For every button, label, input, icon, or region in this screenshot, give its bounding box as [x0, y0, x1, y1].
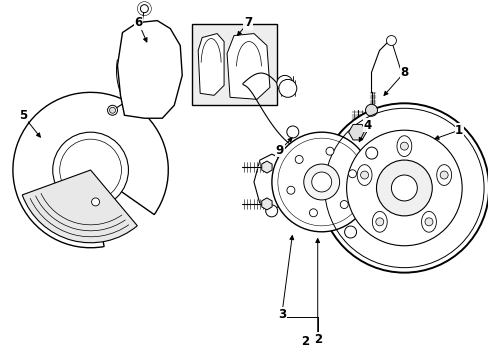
Circle shape: [319, 103, 488, 273]
Text: 3: 3: [277, 308, 285, 321]
Circle shape: [265, 205, 277, 217]
Circle shape: [365, 104, 377, 116]
Circle shape: [375, 218, 383, 226]
Circle shape: [400, 142, 407, 150]
Circle shape: [346, 130, 461, 246]
Polygon shape: [356, 165, 371, 185]
Polygon shape: [348, 125, 366, 140]
Circle shape: [286, 186, 294, 194]
Polygon shape: [371, 211, 386, 232]
Circle shape: [311, 172, 331, 192]
Polygon shape: [396, 136, 411, 157]
Text: 6: 6: [134, 16, 142, 29]
Circle shape: [107, 105, 117, 115]
Circle shape: [424, 218, 432, 226]
Polygon shape: [198, 33, 224, 95]
Circle shape: [309, 209, 317, 217]
Circle shape: [271, 132, 371, 232]
Circle shape: [278, 80, 296, 97]
Circle shape: [376, 160, 431, 216]
Polygon shape: [421, 211, 436, 232]
Circle shape: [344, 226, 356, 238]
Polygon shape: [117, 21, 182, 118]
Text: 4: 4: [363, 119, 371, 132]
Polygon shape: [261, 161, 271, 173]
Circle shape: [360, 171, 368, 179]
Polygon shape: [436, 165, 451, 185]
Circle shape: [365, 147, 377, 159]
Circle shape: [386, 36, 396, 45]
Text: 7: 7: [244, 16, 251, 29]
Circle shape: [325, 147, 333, 155]
Circle shape: [276, 75, 292, 91]
Text: 8: 8: [400, 66, 407, 79]
Polygon shape: [253, 154, 283, 210]
Circle shape: [140, 5, 148, 13]
Circle shape: [53, 132, 128, 208]
Polygon shape: [226, 33, 269, 99]
Text: 1: 1: [454, 124, 462, 137]
Circle shape: [91, 198, 100, 206]
Circle shape: [439, 171, 447, 179]
Circle shape: [340, 201, 347, 208]
Wedge shape: [13, 92, 168, 248]
Circle shape: [303, 164, 339, 200]
Wedge shape: [22, 170, 137, 243]
Text: 2: 2: [300, 335, 308, 348]
Circle shape: [390, 175, 416, 201]
Text: 5: 5: [19, 109, 27, 122]
Bar: [192, 24, 276, 105]
Circle shape: [286, 126, 298, 138]
Circle shape: [109, 107, 115, 113]
Text: 9: 9: [275, 144, 284, 157]
Circle shape: [295, 156, 303, 163]
Polygon shape: [261, 198, 271, 210]
Text: 2: 2: [313, 333, 321, 346]
Circle shape: [348, 170, 356, 178]
